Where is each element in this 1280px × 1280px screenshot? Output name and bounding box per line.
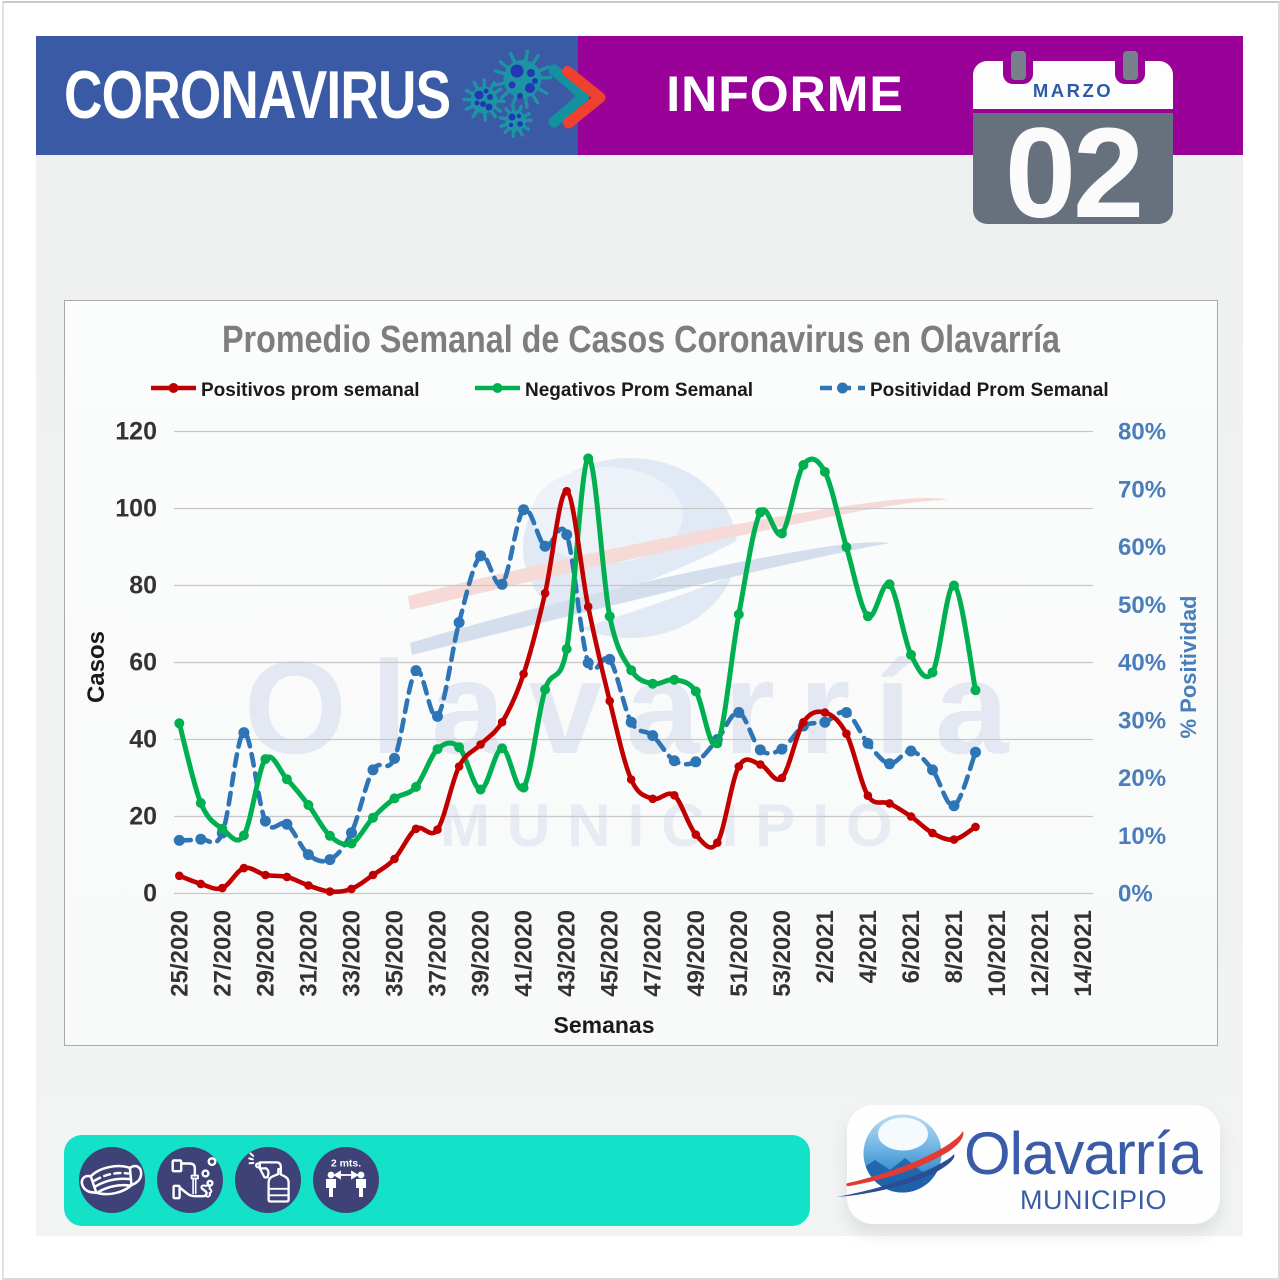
svg-text:10%: 10%	[1118, 823, 1166, 850]
svg-text:31/2020: 31/2020	[295, 910, 322, 997]
svg-text:14/2021: 14/2021	[1070, 910, 1097, 997]
svg-text:47/2020: 47/2020	[640, 910, 667, 997]
svg-text:80: 80	[129, 572, 157, 600]
svg-text:20%: 20%	[1118, 765, 1166, 792]
svg-text:12/2021: 12/2021	[1027, 910, 1054, 997]
svg-text:39/2020: 39/2020	[468, 910, 495, 997]
svg-text:4/2021: 4/2021	[855, 910, 882, 983]
svg-text:70%: 70%	[1118, 476, 1166, 503]
svg-text:43/2020: 43/2020	[554, 910, 581, 997]
svg-text:60: 60	[129, 649, 157, 677]
svg-text:6/2021: 6/2021	[898, 910, 925, 983]
svg-text:30%: 30%	[1118, 707, 1166, 734]
svg-text:120: 120	[115, 418, 157, 446]
svg-text:Casos: Casos	[83, 631, 110, 703]
svg-text:0: 0	[143, 880, 157, 908]
svg-text:27/2020: 27/2020	[209, 910, 236, 997]
svg-text:29/2020: 29/2020	[252, 910, 279, 997]
svg-text:45/2020: 45/2020	[597, 910, 624, 997]
svg-text:8/2021: 8/2021	[941, 910, 968, 983]
svg-text:60%: 60%	[1118, 534, 1166, 561]
svg-text:Positivos prom semanal: Positivos prom semanal	[201, 380, 420, 401]
svg-text:80%: 80%	[1118, 419, 1166, 446]
svg-text:0%: 0%	[1118, 881, 1153, 908]
svg-text:10/2021: 10/2021	[984, 910, 1011, 997]
svg-text:Negativos Prom Semanal: Negativos Prom Semanal	[525, 380, 753, 401]
svg-text:100: 100	[115, 495, 157, 523]
svg-text:49/2020: 49/2020	[683, 910, 710, 997]
svg-text:35/2020: 35/2020	[382, 910, 409, 997]
svg-text:41/2020: 41/2020	[511, 910, 538, 997]
svg-text:20: 20	[129, 803, 157, 831]
svg-text:40%: 40%	[1118, 650, 1166, 677]
svg-text:MUNICIPIO: MUNICIPIO	[440, 792, 910, 859]
svg-text:51/2020: 51/2020	[726, 910, 753, 997]
svg-text:53/2020: 53/2020	[769, 910, 796, 997]
svg-text:50%: 50%	[1118, 592, 1166, 619]
svg-text:2 mts.: 2 mts.	[331, 1158, 361, 1170]
svg-text:33/2020: 33/2020	[339, 910, 366, 997]
svg-text:25/2020: 25/2020	[166, 910, 193, 997]
svg-text:Promedio Semanal de Casos Coro: Promedio Semanal de Casos Coronavirus en…	[222, 319, 1061, 361]
svg-text:2/2021: 2/2021	[812, 910, 839, 983]
svg-text:40: 40	[129, 726, 157, 754]
svg-text:Semanas: Semanas	[553, 1012, 654, 1038]
svg-text:% Positividad: % Positividad	[1176, 595, 1201, 738]
svg-text:Positividad Prom Semanal: Positividad Prom Semanal	[870, 380, 1109, 401]
svg-text:37/2020: 37/2020	[425, 910, 452, 997]
